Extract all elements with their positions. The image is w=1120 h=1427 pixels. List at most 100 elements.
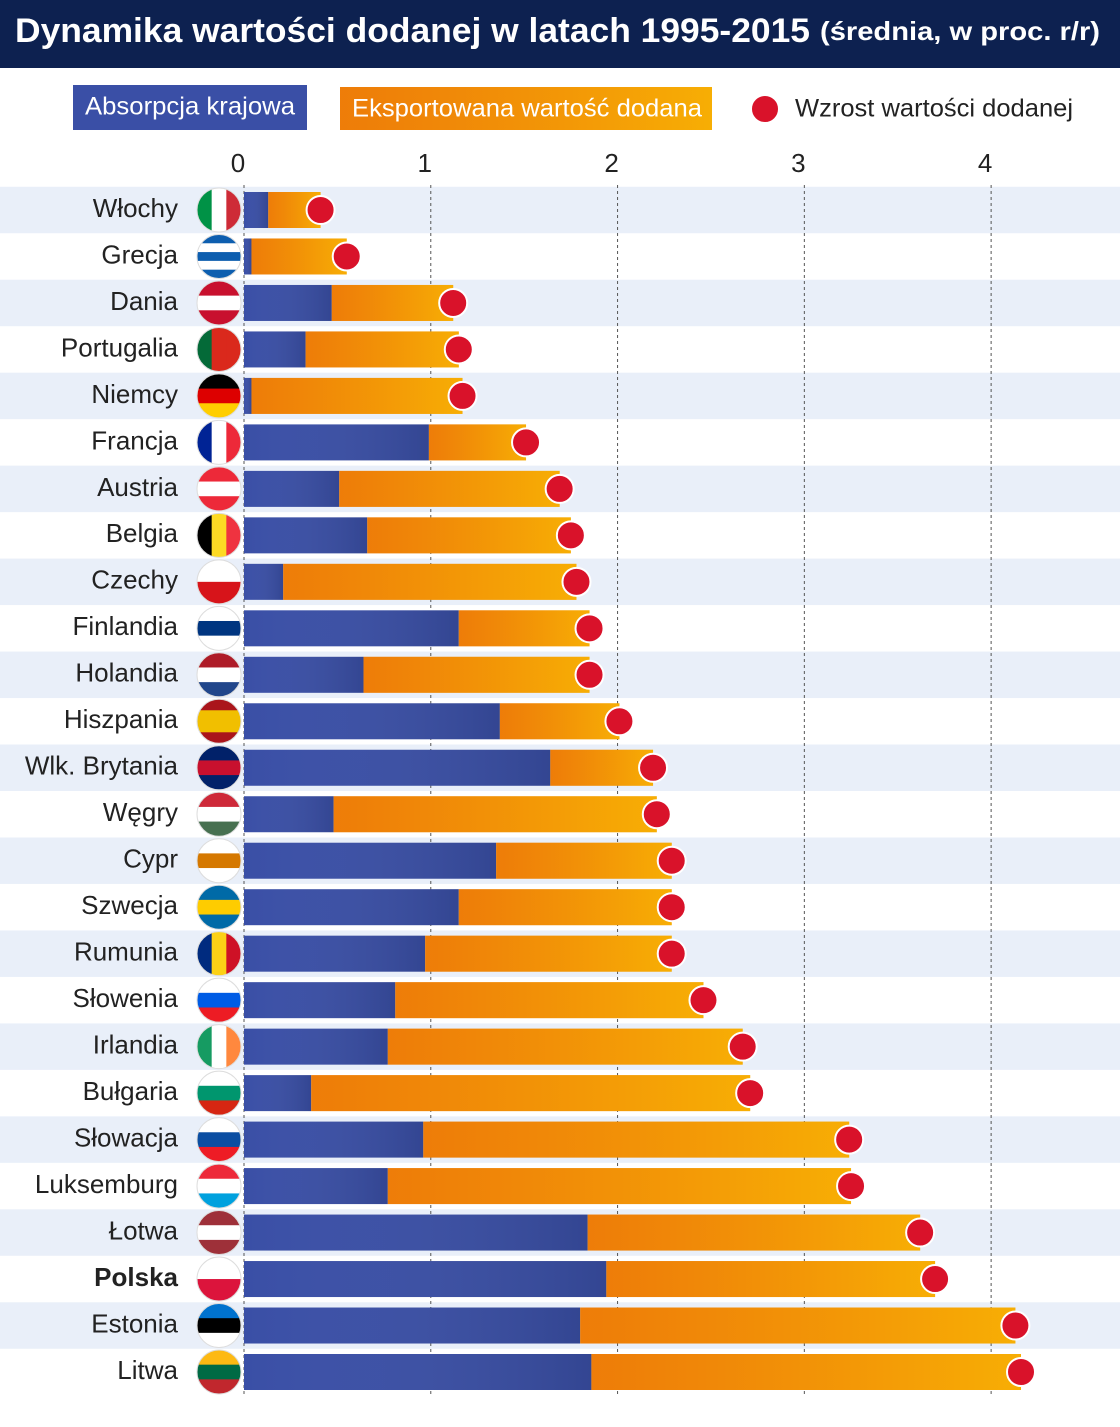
- dot: [443, 334, 474, 365]
- y-tick-label: Estonia: [91, 1308, 178, 1338]
- dot: [727, 1031, 758, 1062]
- y-tick-label: Włochy: [93, 193, 178, 223]
- flag-stripe: [211, 1024, 227, 1069]
- flag-stripe: [197, 853, 241, 869]
- y-tick-label: Węgry: [103, 797, 178, 827]
- flag-stripe: [197, 652, 241, 668]
- y-tick-label: Czechy: [91, 565, 178, 595]
- dot: [331, 241, 362, 272]
- flag-border: [196, 280, 242, 326]
- flag-stripe: [197, 978, 241, 994]
- flag-stripe: [197, 1164, 241, 1180]
- flag-stripe: [197, 1117, 241, 1133]
- flag-stripe: [197, 1024, 213, 1069]
- y-tick-label: Dania: [110, 286, 178, 316]
- flag-stripe: [197, 559, 241, 583]
- bar-shade: [458, 889, 672, 926]
- y-tick-label: Finlandia: [72, 611, 178, 641]
- y-tick-label: Portugalia: [61, 332, 179, 362]
- flag-stripe: [197, 682, 241, 697]
- flag-border: [196, 187, 242, 233]
- bar-shade: [244, 1121, 424, 1158]
- flag: [197, 1350, 241, 1394]
- title: Dynamika wartości dodanej w latach 1995-…: [15, 12, 810, 50]
- flag-stripe: [226, 931, 241, 976]
- bar-shade: [244, 935, 426, 972]
- legend-label: Eksportowana wartość dodana: [352, 95, 702, 123]
- flag-stripe: [197, 838, 241, 854]
- bar-shade: [363, 656, 590, 693]
- flag-border: [196, 233, 242, 279]
- flag-stripe: [197, 188, 213, 232]
- dot: [688, 985, 719, 1016]
- bar-shade: [244, 192, 269, 228]
- flag-border: [196, 559, 242, 605]
- flag-border: [196, 1210, 242, 1256]
- flag-stripe: [211, 931, 227, 976]
- bar-shade: [244, 331, 306, 368]
- bar-shade: [244, 563, 284, 600]
- dot: [604, 706, 635, 737]
- bar-shade: [244, 1354, 592, 1390]
- flag-stripe: [226, 420, 241, 465]
- legend-label: Wzrost wartości dodanej: [795, 95, 1073, 123]
- flag-stripe: [197, 620, 241, 637]
- flag-stripe: [197, 992, 241, 1008]
- flag-border: [196, 884, 242, 930]
- bar-shade: [251, 238, 347, 275]
- flag-border: [196, 791, 242, 837]
- flag-stripe: [197, 513, 213, 558]
- flag-stripe: [211, 327, 227, 372]
- bar-shade: [331, 284, 454, 321]
- bar-shade: [423, 1121, 850, 1158]
- bar-shade: [244, 284, 332, 321]
- flag-stripe: [197, 1146, 241, 1162]
- dot: [561, 566, 592, 597]
- flag-border: [196, 1349, 242, 1395]
- flag: [197, 838, 241, 883]
- flag-stripe: [197, 1364, 241, 1380]
- flag-stripe: [197, 1332, 241, 1348]
- bar-shade: [244, 424, 429, 461]
- flag-stripe: [197, 1193, 241, 1209]
- flag-stripe: [197, 466, 241, 483]
- flag-stripe: [197, 295, 241, 311]
- flag: [197, 1257, 241, 1302]
- legend-swatch: [340, 87, 712, 130]
- flag-border: [196, 1024, 242, 1070]
- flag-stripe: [197, 1225, 241, 1241]
- bar-shade: [587, 1214, 921, 1251]
- dot: [656, 938, 687, 969]
- dot: [735, 1078, 766, 1109]
- dot: [447, 380, 478, 411]
- flag-stripe: [197, 1239, 241, 1255]
- flag-border: [196, 977, 242, 1023]
- flag-stripe: [197, 310, 241, 325]
- flag-stripe: [197, 1071, 241, 1087]
- bar-shade: [580, 1307, 1016, 1344]
- flag-stripe: [197, 899, 241, 916]
- x-tick-label: 4: [978, 148, 992, 178]
- flag-stripe: [197, 1257, 241, 1280]
- flag-stripe: [197, 699, 241, 711]
- bar-shade: [333, 796, 657, 833]
- dot: [638, 752, 669, 783]
- flag-stripe: [211, 513, 227, 558]
- flag: [197, 1117, 241, 1162]
- bar-shade: [244, 1261, 607, 1298]
- y-tick-label: Wlk. Brytania: [25, 751, 179, 781]
- flag-border: [196, 698, 242, 744]
- flag: [197, 466, 241, 511]
- bar-shade: [395, 982, 704, 1019]
- x-tick-label: 1: [418, 148, 432, 178]
- flag-border: [196, 838, 242, 884]
- flag: [197, 978, 241, 1023]
- flag-border: [196, 1163, 242, 1209]
- legend-dot: [750, 94, 780, 124]
- y-tick-label: Rumunia: [74, 937, 179, 967]
- y-tick-label: Belgia: [106, 518, 179, 548]
- flag-border: [196, 466, 242, 512]
- flag-stripe: [197, 1100, 241, 1116]
- bar-shade: [367, 517, 571, 554]
- flag-stripe: [197, 388, 241, 404]
